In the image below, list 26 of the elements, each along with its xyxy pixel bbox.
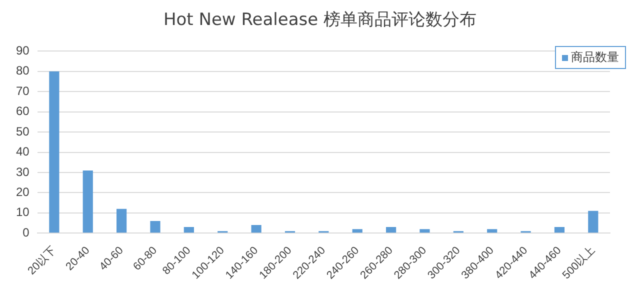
bar: [184, 227, 194, 233]
y-tick-label: 30: [16, 164, 30, 179]
y-tick-label: 70: [16, 84, 30, 98]
y-tick-label: 80: [16, 64, 30, 78]
bar: [386, 227, 396, 233]
y-tick-label: 20: [16, 185, 30, 200]
bar: [352, 229, 362, 233]
bar: [82, 170, 93, 233]
bar: [554, 227, 565, 233]
y-tick-label: 60: [16, 104, 30, 118]
bar: [49, 71, 60, 233]
y-tick-label: 50: [16, 124, 30, 138]
bar: [487, 229, 498, 233]
chart-title: Hot New Realease 榜单商品评论数分布: [162, 9, 478, 31]
legend-label: 商品数量: [571, 49, 619, 66]
bar: [116, 208, 127, 233]
y-tick-label: 10: [16, 205, 30, 220]
bar: [588, 210, 598, 233]
y-tick-label: 40: [16, 144, 30, 159]
x-tick-label: 20以下: [25, 244, 58, 278]
x-tick-label: 500以上: [560, 244, 598, 282]
bar: [150, 220, 160, 233]
y-tick-label: 90: [16, 44, 30, 58]
bar: [420, 229, 430, 233]
bar: [251, 225, 262, 233]
y-tick-label: 0: [22, 225, 30, 240]
